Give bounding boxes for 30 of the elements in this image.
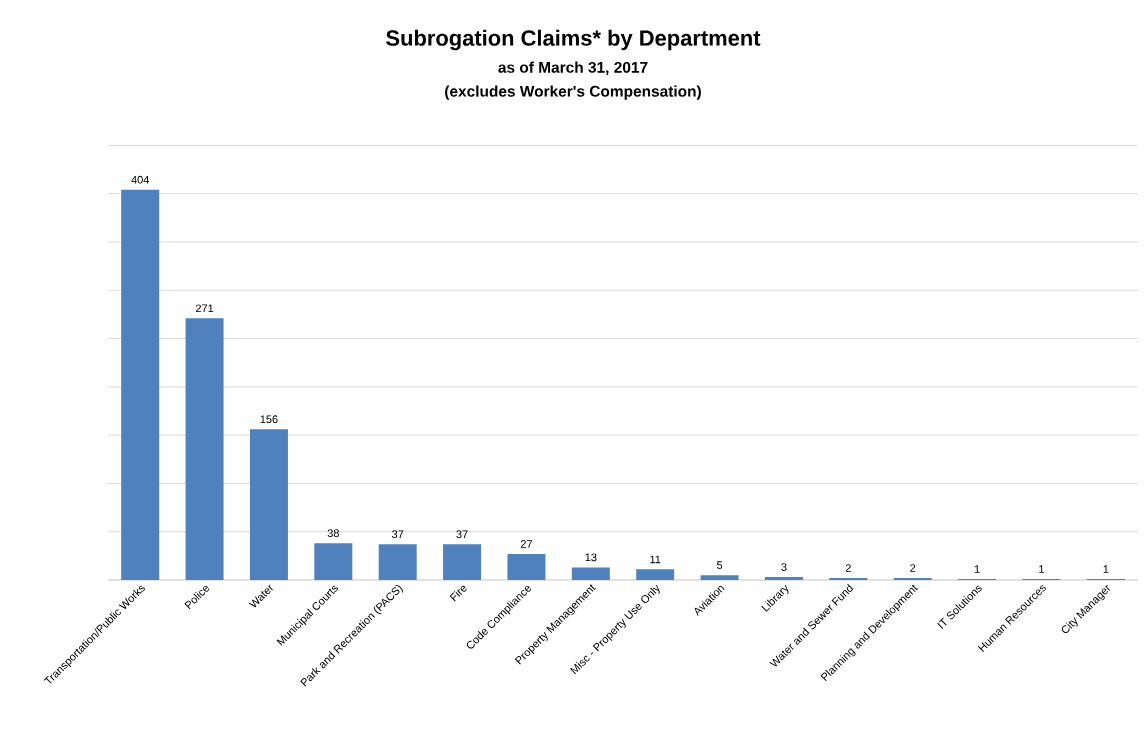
data-label: 11 — [650, 555, 661, 564]
bar — [764, 577, 803, 580]
data-label: 1 — [1103, 565, 1109, 573]
bar — [443, 544, 482, 580]
bar — [249, 429, 288, 580]
data-label: 2 — [910, 564, 916, 572]
data-label: 404 — [131, 175, 150, 184]
data-label: 13 — [585, 553, 597, 562]
chart-title: Subrogation Claims* by Department — [386, 29, 761, 51]
data-label: 1 — [974, 565, 980, 573]
data-label: 271 — [195, 304, 214, 313]
data-label: 5 — [716, 561, 723, 569]
x-tick-label: Fire — [449, 585, 467, 602]
bar — [507, 553, 546, 580]
data-label: 27 — [520, 540, 532, 548]
bar — [185, 318, 224, 580]
data-label: 37 — [456, 530, 468, 539]
data-label: 37 — [392, 530, 404, 539]
bar — [700, 575, 739, 580]
chart-subtitle: as of March 31, 2017 (excludes Worker's Compensation) — [445, 61, 701, 100]
bar — [378, 544, 417, 580]
data-label: 156 — [260, 415, 278, 424]
data-label: 38 — [327, 529, 339, 538]
bar — [571, 567, 610, 580]
data-label: 2 — [845, 564, 851, 572]
bar — [121, 189, 160, 580]
bar — [314, 543, 353, 580]
data-label: 1 — [1039, 565, 1044, 573]
bar — [636, 569, 675, 580]
data-label: 3 — [781, 563, 787, 571]
